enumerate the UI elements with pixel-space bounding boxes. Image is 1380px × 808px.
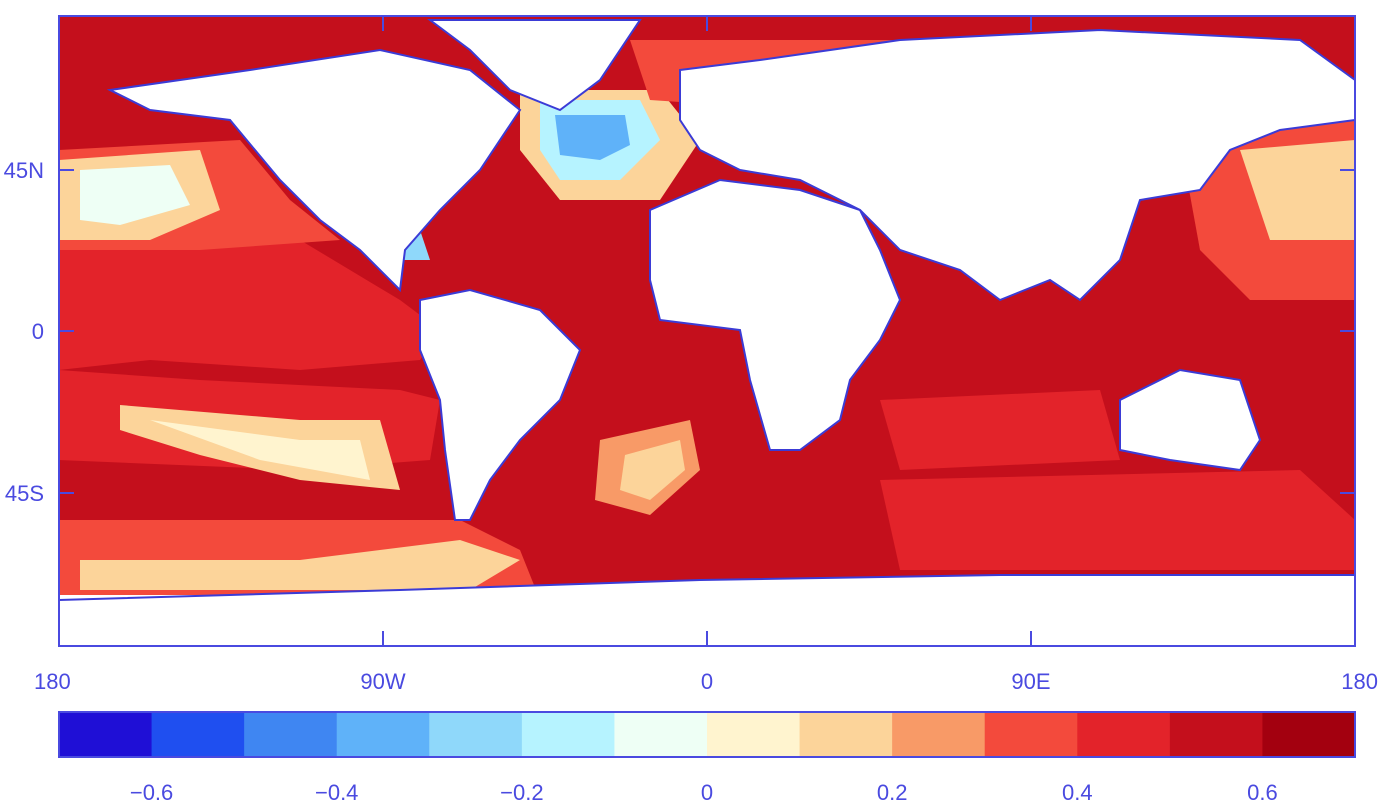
lat-tick-label: 0 xyxy=(32,319,44,344)
lon-tick-label: 180 xyxy=(1341,669,1378,694)
antarctica xyxy=(59,574,1355,646)
colorbar-tick-label: 0 xyxy=(701,780,713,805)
australia xyxy=(1119,368,1262,472)
indian-ocean-band xyxy=(880,390,1120,470)
africa xyxy=(649,178,902,451)
colorbar-swatch xyxy=(799,712,893,757)
latitude-ticks: 45N 0 45S xyxy=(4,158,1355,506)
subpolar-gyre-core xyxy=(555,115,630,160)
colorbar-tick-label: 0.6 xyxy=(1247,780,1278,805)
colorbar-swatch xyxy=(614,712,708,757)
north-pacific-core xyxy=(80,165,190,225)
eurasia xyxy=(679,28,1355,302)
lat-tick-label: 45S xyxy=(5,481,44,506)
colorbar-swatch xyxy=(521,712,615,757)
south-america xyxy=(419,288,582,521)
colorbar-swatch xyxy=(336,712,430,757)
colorbar-tick-label: −0.2 xyxy=(500,780,543,805)
colorbar-swatch xyxy=(429,712,523,757)
colorbar-frame xyxy=(58,711,1356,758)
colorbar-tick-label: 0.4 xyxy=(1062,780,1093,805)
lon-tick-label: 90E xyxy=(1011,669,1050,694)
longitude-ticks: 180 90W 0 90E 180 xyxy=(34,16,1378,694)
colorbar-swatch xyxy=(707,712,801,757)
indian-southern-band xyxy=(880,470,1355,570)
lon-tick-label: 180 xyxy=(34,669,71,694)
colorbar-swatch xyxy=(59,712,153,757)
north-america xyxy=(106,48,522,293)
lon-tick-label: 90W xyxy=(360,669,405,694)
lat-tick-label: 45N xyxy=(4,158,44,183)
colorbar-swatch xyxy=(892,712,986,757)
colorbar-swatch xyxy=(151,712,245,757)
greenland xyxy=(427,19,642,112)
colorbar-swatch xyxy=(984,712,1078,757)
colorbar-swatch xyxy=(1169,712,1263,757)
colorbar-swatch xyxy=(244,712,338,757)
south-atlantic-core xyxy=(620,440,685,500)
southern-ocean-pacific-warm xyxy=(80,540,520,590)
colorbar-swatch xyxy=(1077,712,1171,757)
colorbar-swatch xyxy=(1262,712,1356,757)
colorbar-tick-label: −0.4 xyxy=(315,780,358,805)
lon-tick-label: 0 xyxy=(701,669,713,694)
south-pacific-core xyxy=(150,420,370,480)
colorbar: −0.6 −0.4 −0.2 0 0.2 0.4 0.6 xyxy=(58,711,1356,805)
colorbar-tick-label: 0.2 xyxy=(877,780,908,805)
west-pacific-warm-pool xyxy=(1240,140,1355,240)
colorbar-tick-label: −0.6 xyxy=(130,780,173,805)
pacific-band-north xyxy=(59,240,440,370)
land-masses xyxy=(59,19,1355,646)
